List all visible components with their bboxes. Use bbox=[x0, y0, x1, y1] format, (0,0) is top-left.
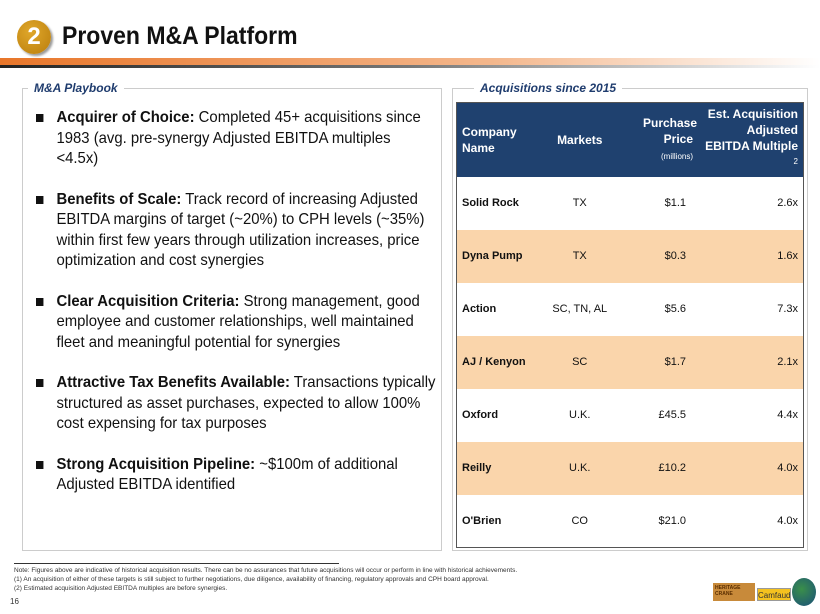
company-cell: Solid Rock bbox=[462, 197, 519, 209]
footnotes: Note: Figures above are indicative of hi… bbox=[14, 566, 517, 593]
globe-logo bbox=[792, 578, 816, 606]
footnote-ref: 2 bbox=[793, 157, 798, 167]
markets-cell: TX bbox=[572, 197, 587, 209]
playbook-title: M&A Playbook bbox=[28, 81, 124, 95]
bullet-text: Benefits of Scale: Track record of incre… bbox=[56, 190, 435, 272]
acquisitions-panel bbox=[452, 88, 808, 551]
price-cell: $5.6 bbox=[664, 303, 686, 315]
multiple-header: Est. Acquisition Adjusted EBITDA Multipl… bbox=[705, 107, 798, 154]
price-cell: £10.2 bbox=[624, 441, 698, 495]
header-rule bbox=[0, 58, 820, 65]
markets-cell: SC bbox=[534, 335, 625, 389]
bullet-body: Completed 45+ acquisitions since 1983 (a… bbox=[56, 109, 421, 167]
company-cell: Oxford bbox=[462, 409, 499, 421]
table-row: Action SC, TN, AL $5.6 7.3x bbox=[457, 283, 804, 336]
col-company: Company Name bbox=[456, 102, 535, 177]
footnote: (2) Estimated acquisition Adjusted EBITD… bbox=[14, 585, 228, 592]
bullet-square-icon bbox=[36, 114, 44, 122]
markets-cell: TX bbox=[534, 229, 625, 283]
table-row: Solid Rock TX $1.1 2.6x bbox=[457, 177, 804, 230]
col-multiple: Est. Acquisition Adjusted EBITDA Multipl… bbox=[698, 102, 804, 177]
table-row: Reilly U.K. £10.2 4.0x bbox=[456, 441, 804, 495]
price-cell: £45.5 bbox=[658, 409, 686, 421]
multiple-cell: 2.1x bbox=[698, 335, 804, 389]
multiple-cell: 2.6x bbox=[777, 197, 798, 209]
multiple-cell: 1.6x bbox=[698, 229, 804, 283]
company-cell: AJ / Kenyon bbox=[456, 335, 535, 389]
page-number: 16 bbox=[10, 597, 19, 606]
bullet-item: Clear Acquisition Criteria: Strong manag… bbox=[36, 292, 436, 354]
bullet-heading: Acquirer of Choice: bbox=[56, 109, 195, 126]
multiple-cell: 4.0x bbox=[777, 514, 798, 527]
section-number-badge: 2 bbox=[17, 20, 51, 54]
multiple-cell: 4.4x bbox=[777, 409, 798, 421]
bullet-heading: Attractive Tax Benefits Available: bbox=[56, 374, 290, 391]
col-markets: Markets bbox=[534, 102, 625, 177]
price-header: Purchase Price bbox=[643, 115, 698, 146]
bullet-item: Attractive Tax Benefits Available: Trans… bbox=[36, 373, 436, 435]
bullet-heading: Benefits of Scale: bbox=[56, 190, 182, 208]
camfaud-logo: Camfaud bbox=[757, 588, 791, 601]
company-cell: Dyna Pump bbox=[456, 229, 535, 283]
bullet-heading: Strong Acquisition Pipeline: bbox=[56, 455, 256, 473]
table-row: Dyna Pump TX $0.3 1.6x bbox=[456, 229, 804, 283]
bullet-item: Benefits of Scale: Track record of incre… bbox=[36, 190, 436, 272]
markets-cell: U.K. bbox=[569, 409, 591, 421]
footnote: (1) An acquisition of either of these ta… bbox=[14, 576, 489, 583]
bullet-body: Track record of increasing Adjusted EBIT… bbox=[56, 190, 425, 270]
company-cell: Reilly bbox=[456, 441, 535, 495]
price-cell: $21.0 bbox=[658, 514, 686, 527]
markets-cell: CO bbox=[571, 514, 588, 527]
bullet-text: Acquirer of Choice: Completed 45+ acquis… bbox=[56, 108, 435, 170]
markets-cell: U.K. bbox=[534, 441, 625, 495]
price-cell: $1.7 bbox=[624, 335, 698, 389]
bullet-body: Transactions typically structured as ass… bbox=[56, 374, 436, 432]
bullet-item: Strong Acquisition Pipeline: ~$100m of a… bbox=[36, 455, 436, 496]
page-title: Proven M&A Platform bbox=[62, 22, 298, 50]
price-cell: $0.3 bbox=[624, 229, 698, 283]
bullet-body: Strong management, good employee and cus… bbox=[56, 292, 420, 351]
notes-divider bbox=[14, 563, 339, 564]
panel-top-line bbox=[22, 88, 442, 89]
footnote: Note: Figures above are indicative of hi… bbox=[14, 567, 518, 574]
table-row: AJ / Kenyon SC $1.7 2.1x bbox=[456, 335, 804, 389]
header-rule-dark bbox=[0, 65, 820, 68]
bullet-text: Attractive Tax Benefits Available: Trans… bbox=[56, 373, 435, 435]
bullet-list: Acquirer of Choice: Completed 45+ acquis… bbox=[36, 108, 436, 516]
col-price: Purchase Price (millions) bbox=[624, 102, 698, 177]
table-row: Oxford U.K. £45.5 4.4x bbox=[457, 389, 804, 442]
bullet-text: Strong Acquisition Pipeline: ~$100m of a… bbox=[56, 455, 435, 496]
bullet-square-icon bbox=[36, 297, 44, 306]
bullet-square-icon bbox=[36, 195, 44, 204]
acquisitions-title: Acquisitions since 2015 bbox=[474, 81, 623, 95]
price-cell: $1.1 bbox=[664, 197, 686, 209]
panel-top-line bbox=[452, 88, 808, 89]
bullet-body: ~$100m of additional Adjusted EBITDA ide… bbox=[56, 455, 398, 494]
multiple-cell: 7.3x bbox=[777, 303, 798, 315]
company-cell: O'Brien bbox=[462, 514, 502, 527]
playbook-panel bbox=[22, 88, 442, 551]
company-cell: Action bbox=[462, 303, 497, 315]
price-unit: (millions) bbox=[661, 151, 693, 161]
table-row: O'Brien CO $21.0 4.0x bbox=[457, 495, 804, 548]
bullet-item: Acquirer of Choice: Completed 45+ acquis… bbox=[36, 108, 436, 170]
bullet-text: Clear Acquisition Criteria: Strong manag… bbox=[56, 292, 435, 354]
bullet-heading: Clear Acquisition Criteria: bbox=[56, 292, 240, 310]
multiple-cell: 4.0x bbox=[698, 441, 804, 495]
bullet-square-icon bbox=[36, 460, 44, 469]
acquisitions-table: Company Name Markets Purchase Price (mill… bbox=[456, 102, 804, 548]
heritage-crane-logo: HERITAGE CRANE bbox=[713, 583, 755, 601]
bullet-square-icon bbox=[36, 379, 44, 387]
markets-cell: SC, TN, AL bbox=[552, 303, 608, 315]
